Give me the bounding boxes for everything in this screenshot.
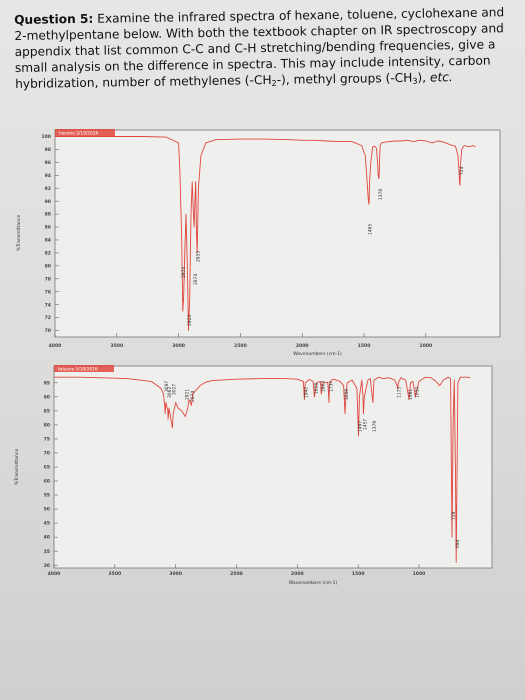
peak-label: 1378 bbox=[378, 189, 384, 200]
legend-strip bbox=[54, 365, 114, 372]
peak-label: 2874 bbox=[193, 274, 199, 285]
x-tick-label: 3500 bbox=[110, 343, 123, 349]
y-tick-label: 30 bbox=[44, 563, 50, 569]
x-tick-label: 3000 bbox=[169, 571, 182, 577]
y-tick-label: 82 bbox=[45, 251, 51, 257]
y-tick-label: 100 bbox=[41, 134, 51, 140]
x-tick-label: 2000 bbox=[291, 571, 304, 577]
peak-label: 1081 bbox=[408, 389, 414, 400]
peak-label: 1497 bbox=[358, 421, 364, 432]
y-tick-label: 60 bbox=[44, 479, 50, 485]
y-tick-label: 40 bbox=[44, 535, 50, 541]
y-tick-label: 80 bbox=[45, 263, 51, 269]
peak-label: 1942 bbox=[303, 387, 309, 398]
x-tick-label: 3500 bbox=[108, 571, 121, 577]
y-tick-label: 70 bbox=[45, 328, 51, 334]
peak-label: 729 bbox=[451, 511, 457, 520]
y-tick-label: 65 bbox=[44, 465, 50, 471]
peak-label: 1457 bbox=[362, 419, 368, 430]
y-tick-label: 76 bbox=[45, 289, 51, 295]
peak-label: 1465 bbox=[367, 224, 373, 235]
y-axis-label: %Transmittance bbox=[16, 215, 22, 251]
x-axis-label: Wavenumbers (cm-1) bbox=[289, 580, 338, 586]
plot-frame bbox=[53, 365, 493, 569]
peak-label: 1175 bbox=[397, 387, 403, 398]
peak-label: 3027 bbox=[171, 384, 177, 395]
peak-label: 1608 bbox=[344, 389, 350, 400]
x-tick-label: 2000 bbox=[296, 343, 309, 349]
y-tick-label: 96 bbox=[45, 160, 51, 166]
y-tick-label: 75 bbox=[44, 437, 50, 443]
peak-label: 2874 bbox=[190, 391, 196, 402]
y-axis-label: %Transmittance bbox=[14, 449, 20, 485]
peak-label: 1803 bbox=[320, 381, 326, 392]
peak-label: 2923 bbox=[187, 315, 193, 326]
x-tick-label: 1500 bbox=[352, 571, 365, 577]
y-tick-label: 55 bbox=[44, 493, 50, 499]
y-tick-label: 70 bbox=[44, 451, 50, 457]
y-tick-label: 84 bbox=[45, 238, 51, 244]
y-tick-label: 72 bbox=[45, 315, 51, 321]
y-tick-label: 90 bbox=[44, 394, 50, 400]
y-tick-label: 98 bbox=[45, 147, 51, 153]
plot-frame bbox=[54, 129, 501, 338]
y-tick-label: 92 bbox=[45, 186, 51, 192]
y-tick-label: 85 bbox=[44, 408, 50, 414]
y-tick-label: 94 bbox=[45, 173, 51, 179]
spectrum-line bbox=[54, 376, 471, 563]
x-tick-label: 4000 bbox=[48, 571, 61, 577]
peak-label: 1858 bbox=[314, 383, 320, 394]
y-tick-label: 86 bbox=[45, 225, 51, 231]
y-tick-label: 74 bbox=[45, 302, 51, 308]
peak-label: 724 bbox=[459, 166, 465, 175]
y-tick-label: 95 bbox=[44, 380, 50, 386]
spectrum-line bbox=[55, 136, 476, 331]
x-tick-label: 1000 bbox=[419, 343, 432, 349]
x-tick-label: 3000 bbox=[172, 343, 185, 349]
y-tick-label: 50 bbox=[44, 507, 50, 513]
legend-text: toluene 5/19/2016 bbox=[58, 367, 98, 373]
peak-label: 3062 bbox=[167, 387, 173, 398]
x-tick-label: 1500 bbox=[358, 343, 371, 349]
legend-text: hexane 5/19/2016 bbox=[59, 131, 98, 137]
y-tick-label: 80 bbox=[44, 423, 50, 429]
peak-label: 1030 bbox=[414, 387, 420, 398]
y-tick-label: 35 bbox=[44, 549, 50, 555]
peak-label: 2974 bbox=[181, 267, 187, 278]
x-axis-label: Wavenumbers (cm-1) bbox=[293, 351, 342, 357]
peak-label: 1737 bbox=[328, 381, 334, 392]
x-tick-label: 2500 bbox=[234, 343, 247, 349]
peak-label: 2921 bbox=[184, 389, 190, 400]
peak-label: 3087 bbox=[164, 381, 170, 392]
x-tick-label: 2500 bbox=[230, 571, 243, 577]
y-tick-label: 78 bbox=[45, 276, 51, 282]
y-tick-label: 90 bbox=[45, 199, 51, 205]
spectrum-chart-2: toluene 5/19/2016 95 90 85 80 75 70 65 60 55 50 45 4… bbox=[14, 365, 493, 586]
x-tick-label: 4000 bbox=[49, 343, 62, 349]
legend-strip bbox=[55, 129, 115, 136]
peak-label: 1379 bbox=[372, 421, 378, 432]
y-tick-label: 88 bbox=[45, 212, 51, 218]
x-tick-label: 1000 bbox=[413, 571, 426, 577]
peak-label: 694 bbox=[455, 539, 461, 548]
y-tick-label: 45 bbox=[44, 521, 50, 527]
peak-label: 2855 bbox=[196, 251, 202, 262]
spectrum-chart-1: hexane 5/19/2016 100 98 96 94 92 90 88 86 84 82 80 7… bbox=[16, 129, 501, 357]
